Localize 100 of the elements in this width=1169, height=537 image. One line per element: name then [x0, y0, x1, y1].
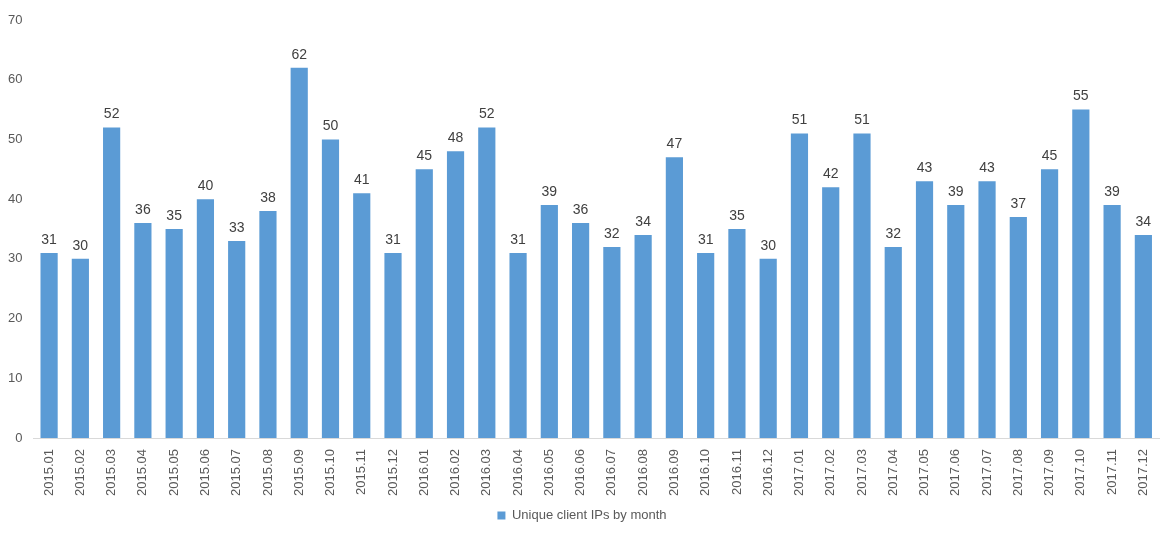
bar	[415, 169, 433, 439]
bar	[634, 234, 652, 439]
bar	[697, 252, 715, 439]
x-tick-label: 2015.03	[103, 449, 119, 497]
data-label: 62	[291, 45, 308, 62]
data-label: 32	[885, 224, 902, 241]
x-tick-label: 2015.11	[353, 449, 369, 496]
bar	[40, 252, 58, 439]
y-tick-label: 0	[15, 429, 23, 445]
bar	[1134, 234, 1152, 439]
data-label: 34	[1135, 212, 1152, 229]
x-tick-label: 2017.02	[822, 449, 838, 497]
data-label: 30	[72, 236, 89, 253]
x-tick-label: 2015.07	[228, 449, 244, 497]
data-label: 47	[666, 135, 683, 152]
data-label: 31	[385, 230, 401, 247]
data-label: 48	[447, 129, 464, 146]
data-label: 34	[635, 212, 652, 229]
bar	[478, 127, 496, 439]
x-tick-label: 2015.12	[384, 449, 400, 497]
data-label: 39	[541, 182, 558, 199]
bar	[853, 133, 871, 439]
data-label: 37	[1010, 194, 1027, 211]
data-label: 36	[135, 200, 151, 217]
data-label: 50	[322, 117, 339, 134]
bar	[165, 229, 183, 439]
data-label: 39	[1104, 182, 1121, 199]
bar	[978, 181, 996, 439]
y-tick-label: 50	[7, 131, 23, 147]
bar	[1072, 109, 1090, 439]
bar	[71, 258, 89, 439]
x-tick-label: 2015.08	[259, 449, 275, 497]
x-tick-label: 2015.05	[165, 449, 181, 497]
x-tick-label: 2016.06	[572, 449, 588, 497]
y-tick-label: 60	[7, 71, 23, 87]
bar	[822, 187, 840, 439]
data-label: 45	[416, 147, 433, 164]
x-tick-label: 2015.02	[71, 449, 87, 497]
bar	[790, 133, 809, 439]
bar	[665, 157, 683, 439]
x-tick-label: 2017.04	[884, 449, 900, 497]
data-label: 42	[822, 165, 839, 182]
data-label: 35	[166, 206, 183, 223]
bar	[321, 139, 340, 439]
x-tick-label: 2015.06	[197, 449, 212, 497]
data-label: 39	[947, 182, 964, 199]
data-label: 38	[260, 188, 276, 205]
bar	[759, 258, 777, 439]
data-label: 36	[572, 200, 589, 217]
x-tick-label: 2015.09	[290, 449, 306, 497]
data-label: 45	[1041, 147, 1058, 164]
x-tick-label: 2017.03	[853, 449, 869, 497]
bar	[290, 67, 308, 439]
data-label: 33	[228, 218, 245, 235]
data-label: 35	[729, 206, 745, 223]
x-tick-label: 2016.08	[634, 449, 650, 497]
x-tick-label: 2015.04	[134, 449, 150, 497]
data-label: 55	[1073, 87, 1089, 104]
data-label: 43	[979, 159, 996, 176]
x-tick-label: 2017.01	[791, 449, 807, 497]
x-tick-label: 2015.01	[40, 449, 56, 497]
x-tick-label: 2017.05	[916, 449, 932, 497]
bar	[540, 205, 558, 439]
data-label: 40	[197, 177, 214, 194]
bar	[134, 223, 152, 439]
bar	[603, 246, 621, 439]
bar	[572, 223, 590, 439]
x-tick-label: 2017.11	[1103, 449, 1119, 496]
data-label: 43	[916, 159, 933, 176]
x-tick-label: 2017.06	[947, 449, 963, 497]
legend-label: Unique client IPs by month	[511, 507, 667, 523]
x-tick-label: 2017.08	[1009, 449, 1025, 497]
bar	[1040, 169, 1059, 439]
data-label: 51	[791, 111, 808, 128]
bar	[509, 252, 527, 439]
y-tick-label: 40	[7, 190, 23, 206]
bar	[446, 151, 465, 439]
x-tick-label: 2017.07	[978, 449, 994, 497]
x-tick-label: 2016.03	[478, 449, 494, 497]
bar	[915, 181, 934, 439]
data-label: 41	[353, 171, 370, 188]
bar	[947, 205, 965, 439]
x-tick-label: 2016.12	[759, 449, 775, 497]
x-tick-label: 2017.12	[1134, 449, 1150, 497]
x-tick-label: 2015.10	[322, 449, 338, 497]
y-tick-label: 70	[7, 11, 23, 27]
bar	[728, 229, 746, 439]
bar	[353, 193, 371, 439]
data-label: 31	[697, 230, 714, 247]
x-tick-label: 2016.09	[665, 449, 681, 497]
x-tick-label: 2016.02	[447, 449, 463, 497]
bar	[1009, 217, 1027, 439]
data-label: 30	[760, 236, 777, 253]
x-tick-label: 2016.05	[540, 449, 556, 497]
x-tick-label: 2016.07	[603, 449, 619, 497]
y-tick-label: 30	[7, 250, 23, 266]
data-label: 52	[103, 105, 120, 122]
bar	[259, 211, 277, 439]
data-label: 32	[604, 224, 620, 241]
bar	[1103, 205, 1121, 439]
